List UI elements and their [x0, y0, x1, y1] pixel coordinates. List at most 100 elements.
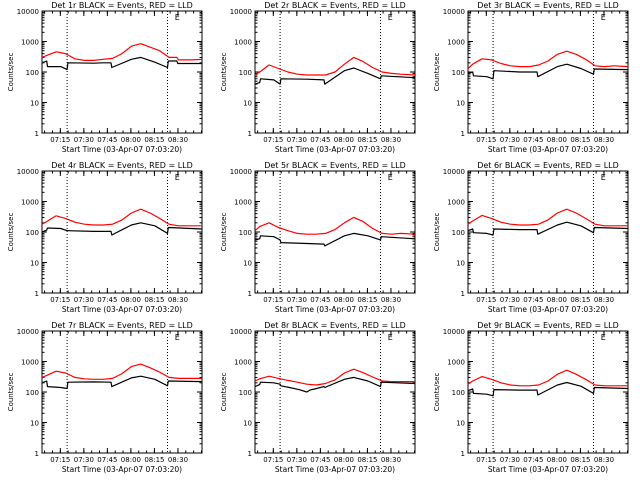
- y-tick-label: 1: [461, 450, 465, 458]
- panel-det-1r: Det 1r BLACK = Events, RED = LLD E 1 10 100 1…: [7, 1, 203, 154]
- x-tick-label: 07:30: [74, 136, 94, 144]
- x-tick-label: 08:30: [594, 136, 614, 144]
- x-axis-label: Start Time (03-Apr-07 07:03:20): [62, 465, 182, 474]
- x-tick-label: 08:15: [144, 456, 164, 464]
- x-tick-label: 08:30: [381, 136, 401, 144]
- x-tick-label: 07:45: [97, 136, 117, 144]
- x-tick-label: 07:15: [476, 456, 496, 464]
- x-tick-label: 07:15: [263, 296, 283, 304]
- y-tick-label: 100: [452, 229, 465, 237]
- e-marker-label: E: [175, 333, 180, 342]
- y-tick-label: 100: [239, 229, 252, 237]
- x-tick-label: 07:30: [287, 136, 307, 144]
- panel-det-9r: Det 9r BLACK = Events, RED = LLD E 1 10 100 1…: [433, 321, 629, 474]
- y-tick-label: 10000: [443, 8, 465, 16]
- y-axis-label: Counts/sec: [7, 53, 15, 92]
- x-axis-label: Start Time (03-Apr-07 07:03:20): [62, 145, 182, 154]
- y-tick-label: 1000: [21, 39, 39, 47]
- x-tick-label: 07:30: [500, 456, 520, 464]
- plot-frame: [254, 330, 416, 454]
- x-tick-label: 08:00: [334, 456, 354, 464]
- x-tick-label: 07:15: [50, 296, 70, 304]
- x-tick-label: 08:30: [381, 296, 401, 304]
- y-axis-label: Counts/sec: [433, 373, 441, 412]
- e-marker-label: E: [175, 13, 180, 22]
- y-tick-label: 10: [30, 420, 39, 428]
- series-line-events: [41, 222, 203, 236]
- panel-title: Det 8r BLACK = Events, RED = LLD: [264, 321, 406, 330]
- series-line-lld: [467, 50, 629, 69]
- y-tick-label: 1: [461, 290, 465, 298]
- series-line-events: [467, 221, 629, 236]
- y-tick-label: 10000: [17, 8, 39, 16]
- y-tick-label: 1: [248, 130, 252, 138]
- y-tick-label: 10000: [17, 328, 39, 336]
- x-tick-label: 08:15: [570, 136, 590, 144]
- panel-det-7r: Det 7r BLACK = Events, RED = LLD E 1 10 100 1…: [7, 321, 203, 474]
- x-tick-label: 07:30: [500, 296, 520, 304]
- y-tick-label: 1000: [21, 199, 39, 207]
- y-tick-label: 10000: [17, 168, 39, 176]
- panel-title: Det 6r BLACK = Events, RED = LLD: [477, 161, 619, 170]
- y-tick-label: 100: [26, 229, 39, 237]
- x-tick-label: 08:00: [334, 296, 354, 304]
- x-tick-label: 07:45: [310, 136, 330, 144]
- x-tick-label: 07:45: [523, 296, 543, 304]
- panel-det-4r: Det 4r BLACK = Events, RED = LLD E 1 10 100 1…: [7, 161, 203, 314]
- x-tick-label: 08:15: [144, 296, 164, 304]
- series-line-events: [254, 232, 416, 247]
- series-line-lld: [41, 43, 203, 62]
- x-tick-label: 08:15: [357, 136, 377, 144]
- x-axis-label: Start Time (03-Apr-07 07:03:20): [275, 305, 395, 314]
- e-marker-label: E: [388, 173, 393, 182]
- x-tick-label: 08:15: [144, 136, 164, 144]
- x-axis-label: Start Time (03-Apr-07 07:03:20): [488, 305, 608, 314]
- y-tick-label: 1: [35, 290, 39, 298]
- x-tick-label: 08:30: [168, 136, 188, 144]
- series-line-lld: [467, 208, 628, 227]
- x-tick-label: 08:15: [357, 456, 377, 464]
- x-tick-label: 08:15: [357, 296, 377, 304]
- y-tick-label: 1000: [234, 199, 252, 207]
- series-line-lld: [254, 216, 416, 235]
- x-tick-label: 07:30: [287, 456, 307, 464]
- x-tick-label: 07:15: [263, 136, 283, 144]
- y-tick-label: 10: [243, 420, 252, 428]
- x-tick-label: 08:30: [381, 456, 401, 464]
- y-axis-label: Counts/sec: [433, 53, 441, 92]
- e-marker-label: E: [388, 333, 393, 342]
- y-tick-label: 10000: [230, 168, 252, 176]
- series-line-events: [254, 67, 416, 85]
- panel-det-2r: Det 2r BLACK = Events, RED = LLD E 1 10 100 1…: [220, 1, 416, 154]
- y-tick-label: 10: [243, 100, 252, 108]
- e-marker-label: E: [601, 333, 606, 342]
- x-axis-label: Start Time (03-Apr-07 07:03:20): [62, 305, 182, 314]
- panel-title: Det 1r BLACK = Events, RED = LLD: [51, 1, 193, 10]
- y-tick-label: 10: [456, 420, 465, 428]
- panel-det-8r: Det 8r BLACK = Events, RED = LLD E 1 10 100 1…: [220, 321, 416, 474]
- panel-det-6r: Det 6r BLACK = Events, RED = LLD E 1 10 100 1…: [433, 161, 629, 314]
- x-tick-label: 08:00: [334, 136, 354, 144]
- x-tick-label: 08:00: [121, 296, 141, 304]
- series-line-lld: [467, 369, 628, 387]
- y-tick-label: 10000: [443, 168, 465, 176]
- y-tick-label: 1: [248, 290, 252, 298]
- e-marker-label: E: [388, 13, 393, 22]
- y-tick-label: 10: [243, 260, 252, 268]
- e-marker-label: E: [601, 173, 606, 182]
- x-axis-label: Start Time (03-Apr-07 07:03:20): [488, 145, 608, 154]
- x-tick-label: 08:30: [168, 296, 188, 304]
- y-tick-label: 10000: [230, 328, 252, 336]
- y-tick-label: 10: [30, 100, 39, 108]
- series-line-events: [467, 381, 629, 397]
- y-axis-label: Counts/sec: [433, 213, 441, 252]
- series-line-events: [467, 63, 629, 80]
- y-tick-label: 100: [26, 69, 39, 77]
- y-tick-label: 100: [452, 389, 465, 397]
- y-axis-label: Counts/sec: [7, 213, 15, 252]
- y-axis-label: Counts/sec: [220, 373, 228, 412]
- e-marker-label: E: [601, 13, 606, 22]
- x-tick-label: 08:00: [547, 456, 567, 464]
- y-tick-label: 100: [452, 69, 465, 77]
